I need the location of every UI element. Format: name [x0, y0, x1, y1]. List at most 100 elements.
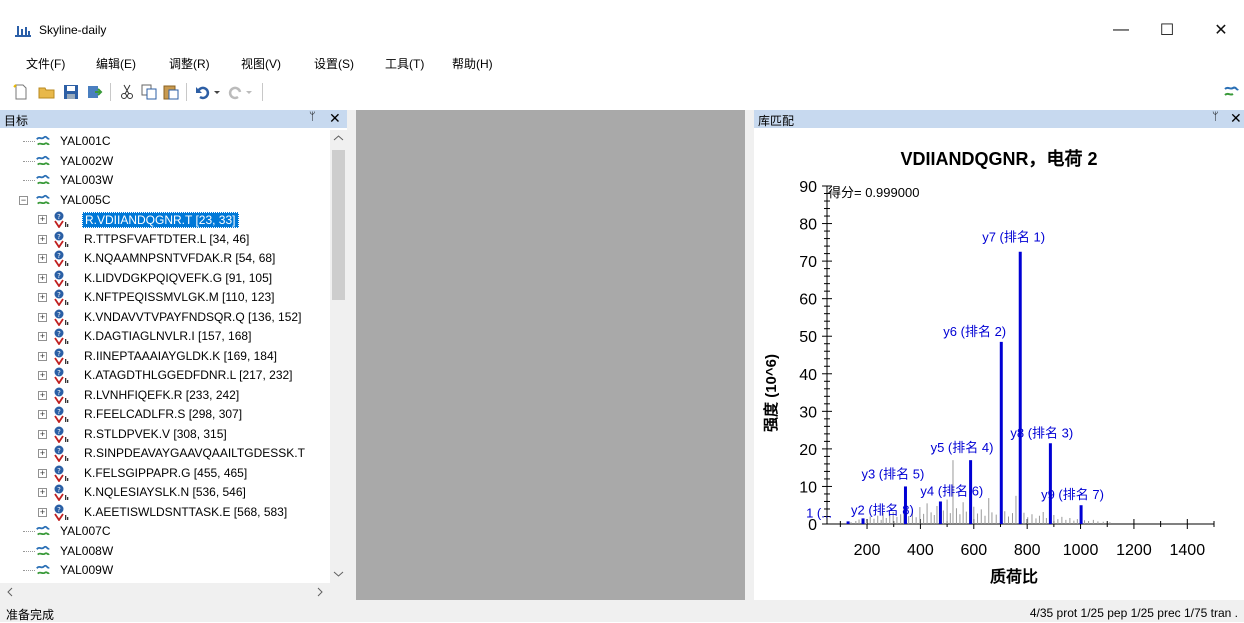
scroll-left-icon[interactable] [6, 587, 14, 597]
svg-text:?: ? [57, 252, 61, 260]
menu-tools[interactable]: 工具(T) [385, 57, 425, 71]
scroll-up-icon[interactable] [333, 134, 344, 142]
peak-label: y2 (排名 8) [851, 502, 914, 517]
scroll-down-icon[interactable] [333, 570, 344, 578]
tree-item-peptide[interactable]: +? R.TTPSFVAFTDTER.L [34, 46] [0, 230, 330, 249]
tree-item-peptide[interactable]: +? K.NQLESIAYSLK.N [536, 546] [0, 483, 330, 502]
import-icon[interactable] [86, 83, 104, 101]
tree-item-peptide[interactable]: +? R.FEELCADLFR.S [298, 307] [0, 405, 330, 424]
x-tick-label: 600 [960, 542, 987, 559]
tree-item-peptide[interactable]: +? R.IINEPTAAAIAYGLDK.K [169, 184] [0, 347, 330, 366]
peptide-icon: ? [54, 348, 69, 365]
expand-icon[interactable]: + [38, 253, 47, 263]
tree-item-protein[interactable]: YAL007C [0, 522, 330, 541]
peak-label: y4 (排名 6) [920, 483, 983, 498]
y-tick-label: 40 [799, 367, 817, 384]
tree-item-protein[interactable]: YAL002W [0, 152, 330, 171]
paste-icon[interactable] [162, 83, 180, 101]
open-folder-icon[interactable] [38, 83, 56, 101]
expand-icon[interactable]: + [38, 389, 47, 400]
expand-icon[interactable]: + [38, 428, 47, 439]
peptide-icon: ? [54, 504, 69, 521]
expand-icon[interactable]: + [38, 350, 47, 361]
tree-item-peptide[interactable]: +? K.FELSGIPPAPR.G [455, 465] [0, 464, 330, 483]
expand-icon[interactable]: + [38, 331, 47, 341]
svg-text:?: ? [57, 213, 61, 221]
status-text: 准备完成 [6, 608, 55, 622]
protein-icon [36, 545, 50, 555]
expand-icon[interactable]: + [38, 214, 47, 224]
scroll-right-icon[interactable] [316, 587, 324, 597]
cut-icon[interactable] [118, 83, 136, 101]
tree-item-peptide[interactable]: +? K.NFTPEQISSMVLGK.M [110, 123] [0, 288, 330, 307]
pane-splitter[interactable] [347, 110, 356, 600]
expand-icon[interactable]: + [38, 292, 47, 302]
pin-icon[interactable]: ᛘ [309, 111, 316, 123]
tree-item-protein[interactable]: YAL003W [0, 171, 330, 190]
tree-scroll-thumb[interactable] [332, 150, 345, 300]
score-text: 得分= 0.999000 [828, 185, 919, 200]
close-icon[interactable]: ✕ [329, 110, 341, 126]
tree-item-peptide[interactable]: +? K.ATAGDTHLGGEDFDNR.L [217, 232] [0, 366, 330, 385]
tree-item-peptide[interactable]: +? K.AEETISWLDSNTTASK.E [568, 583] [0, 503, 330, 522]
tree-item-protein[interactable]: YAL009W [0, 561, 330, 580]
close-icon[interactable]: ✕ [1230, 110, 1242, 126]
tree-item-peptide[interactable]: +? R.VDIIANDQGNR.T [23, 33] [0, 210, 330, 229]
spectrum-chart[interactable]: VDIIANDQGNR，电荷 2 强度 (10^6) 质荷比 得分= 0.999… [754, 128, 1244, 600]
peptide-icon: ? [54, 426, 69, 443]
menu-file[interactable]: 文件(F) [26, 57, 66, 71]
tree-item-label: K.LIDVDGKPQIQVEFK.G [91, 105] [84, 270, 273, 285]
tree-item-peptide[interactable]: +? K.DAGTIAGLNVLR.I [157, 168] [0, 327, 330, 346]
tree-item-protein[interactable]: − YAL005C [0, 191, 330, 210]
unmatched-peaks [850, 460, 1111, 524]
menu-help[interactable]: 帮助(H) [452, 57, 493, 71]
expand-icon[interactable]: + [38, 272, 47, 283]
svg-text:?: ? [57, 506, 61, 514]
pin-icon[interactable]: ᛘ [1212, 111, 1219, 123]
redo-icon[interactable] [226, 83, 244, 101]
copy-icon[interactable] [140, 83, 158, 101]
undo-icon[interactable] [194, 83, 212, 101]
collapse-icon[interactable]: − [19, 194, 28, 205]
chevron-down-icon[interactable] [244, 83, 254, 101]
protein-icon[interactable] [1222, 83, 1240, 101]
tree-item-peptide[interactable]: +? R.SINPDEAVAYGAAVQAAILTGDESSK.T [0, 444, 330, 463]
chart-axes: 0 10 20 30 40 50 60 70 80 90 200 400 600 800 1000 1200 1… [799, 179, 1215, 559]
tree-item-peptide[interactable]: +? R.LVNHFIQEFK.R [233, 242] [0, 386, 330, 405]
expand-icon[interactable]: + [38, 370, 47, 380]
tree-item-protein[interactable]: YAL001C [0, 132, 330, 151]
peptide-icon: ? [54, 231, 69, 248]
peptide-icon: ? [54, 406, 69, 423]
tree-item-label: R.SINPDEAVAYGAAVQAAILTGDESSK.T [84, 446, 305, 460]
tree-item-peptide[interactable]: +? K.LIDVDGKPQIQVEFK.G [91, 105] [0, 269, 330, 288]
tree-item-peptide[interactable]: +? K.NQAAMNPSNTVFDAK.R [54, 68] [0, 249, 330, 268]
expand-icon[interactable]: + [38, 467, 47, 478]
chevron-down-icon[interactable] [212, 83, 222, 101]
svg-text:?: ? [57, 389, 61, 397]
maximize-button[interactable]: ☐ [1159, 22, 1175, 39]
tree-item-peptide[interactable]: +? K.VNDAVVTVPAYFNDSQR.Q [136, 152] [0, 308, 330, 327]
svg-text:?: ? [57, 350, 61, 358]
expand-icon[interactable]: + [38, 233, 47, 244]
tree-horizontal-scrollbar[interactable] [0, 583, 347, 600]
menu-edit[interactable]: 编辑(E) [96, 57, 136, 71]
pane-splitter[interactable] [745, 110, 754, 600]
tree-item-label: YAL007C [60, 524, 111, 538]
tree-item-protein[interactable]: YAL008W [0, 542, 330, 561]
new-document-icon[interactable] [12, 83, 30, 101]
tree-item-label: R.VDIIANDQGNR.T [23, 33] [82, 212, 239, 228]
menu-settings[interactable]: 设置(S) [314, 57, 354, 71]
menu-view[interactable]: 视图(V) [241, 57, 281, 71]
expand-icon[interactable]: + [38, 448, 47, 458]
tree-item-label: YAL005C [60, 192, 111, 207]
close-button[interactable]: ✕ [1214, 22, 1228, 39]
minimize-button[interactable]: — [1113, 21, 1129, 38]
status-bar: 准备完成 4/35 prot 1/25 pep 1/25 prec 1/75 t… [0, 600, 1244, 622]
expand-icon[interactable]: + [38, 409, 47, 419]
save-icon[interactable] [62, 83, 80, 101]
tree-item-peptide[interactable]: +? R.STLDPVEK.V [308, 315] [0, 425, 330, 444]
expand-icon[interactable]: + [38, 311, 47, 322]
menu-refine[interactable]: 调整(R) [169, 57, 210, 71]
expand-icon[interactable]: + [38, 487, 47, 497]
expand-icon[interactable]: + [38, 506, 47, 517]
